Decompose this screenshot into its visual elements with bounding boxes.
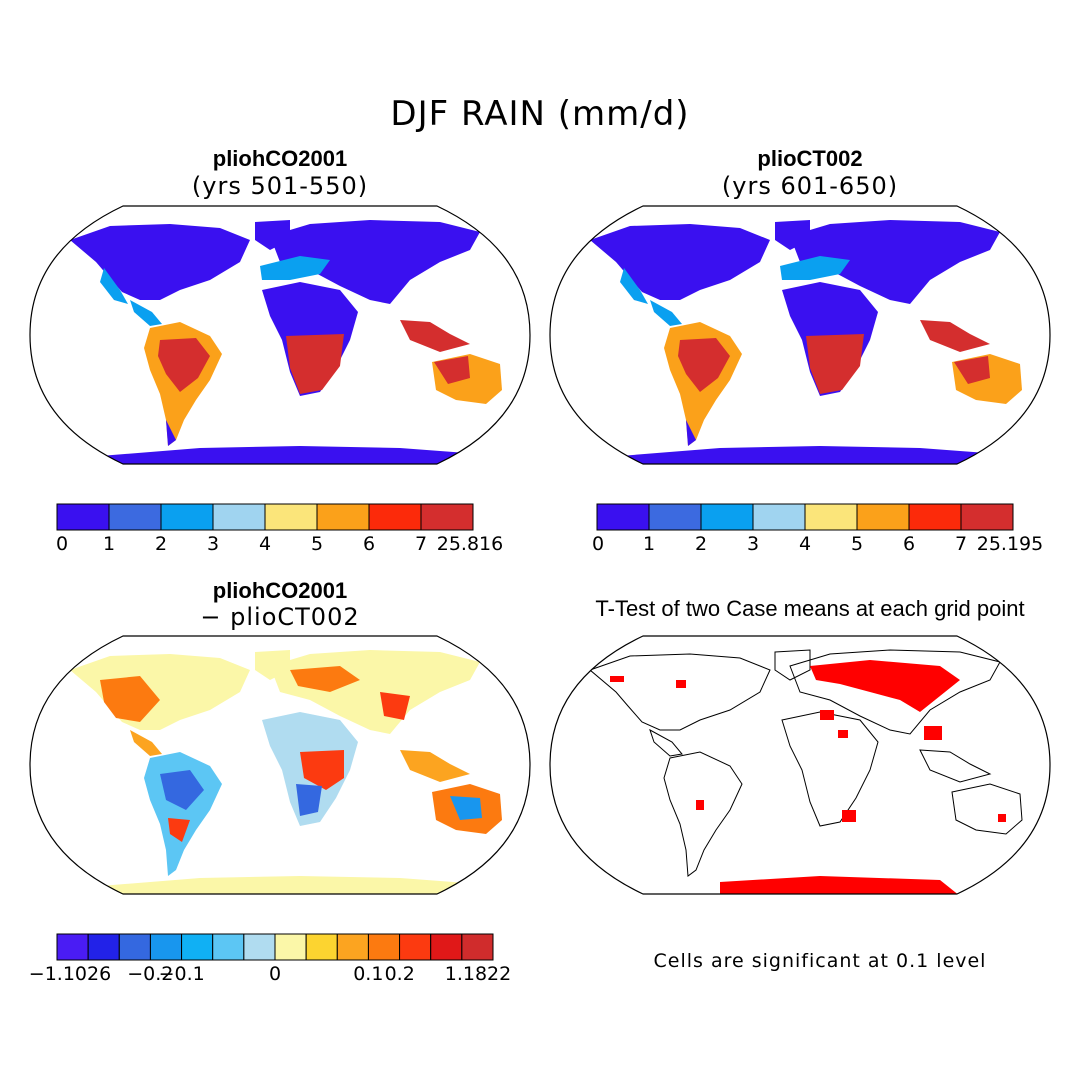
- colorbar-2-tick-label: 25.195: [977, 533, 1043, 555]
- colorbar-1-swatch: [368, 503, 422, 531]
- colorbar-1-tick-label: 7: [415, 533, 427, 555]
- colorbar-2-swatch: [908, 503, 962, 531]
- panel2-subtitle: (yrs 601-650): [721, 172, 899, 200]
- colorbar-1-swatch: [420, 503, 474, 531]
- panel2-title: plioCT002: [757, 146, 863, 171]
- map-panel-3: [70, 650, 502, 894]
- colorbar-2-swatch: [648, 503, 702, 531]
- colorbar-2-swatch: [804, 503, 858, 531]
- colorbar-2-swatch: [700, 503, 754, 531]
- map-panel-2: [590, 220, 1022, 464]
- colorbar-panel-1: 0 1 2 3 4 5 6 7 25.816: [56, 503, 503, 555]
- colorbar-3-swatch: [56, 933, 89, 961]
- colorbar-2-tick-label: 4: [799, 533, 811, 555]
- panel1-title: pliohCO2001: [212, 146, 348, 171]
- colorbar-2-tick-label: 5: [851, 533, 863, 555]
- panel3-title: pliohCO2001: [212, 578, 348, 603]
- colorbar-2-swatch: [960, 503, 1014, 531]
- colorbar-3-swatch: [305, 933, 338, 961]
- colorbar-1-tick-label: 6: [363, 533, 375, 555]
- colorbar-3-tick-label: −1.1026: [29, 963, 111, 985]
- map-frame-3: [29, 635, 531, 895]
- colorbar-3-swatch: [430, 933, 463, 961]
- colorbar-1-tick-label: 0: [56, 533, 68, 555]
- colorbar-2-tick-label: 3: [747, 533, 759, 555]
- colorbar-3-swatch: [367, 933, 401, 961]
- colorbar-1-tick-label: 5: [311, 533, 323, 555]
- map-panel-4: [589, 649, 1023, 894]
- map-panel-1: [70, 220, 502, 464]
- figure-title: DJF RAIN (mm/d): [390, 94, 690, 134]
- colorbar-1-tick-label: 1: [103, 533, 115, 555]
- colorbar-3-tick-label: −0.1: [159, 963, 205, 985]
- significance-note: Cells are significant at 0.1 level: [653, 950, 987, 972]
- colorbar-2-tick-label: 1: [643, 533, 655, 555]
- colorbar-1-tick-label: 25.816: [437, 533, 503, 555]
- colorbar-1-swatch: [316, 503, 370, 531]
- colorbar-1-swatch: [212, 503, 266, 531]
- colorbar-1-tick-label: 3: [207, 533, 219, 555]
- colorbar-3-swatch: [181, 933, 214, 961]
- map-frame-2: [549, 205, 1051, 465]
- colorbar-3-swatch: [399, 933, 432, 961]
- map-frame-4: [549, 635, 1051, 895]
- colorbar-2-tick-label: 6: [903, 533, 915, 555]
- panel4-title: T-Test of two Case means at each grid po…: [595, 596, 1025, 621]
- colorbar-1-swatch: [264, 503, 318, 531]
- colorbar-3-swatch: [149, 933, 183, 961]
- colorbar-1-tick-label: 2: [155, 533, 167, 555]
- map-frame-1: [29, 205, 531, 465]
- colorbar-3-swatch: [212, 933, 245, 961]
- colorbar-1-tick-label: 4: [259, 533, 271, 555]
- colorbar-2-tick-label: 7: [955, 533, 967, 555]
- colorbar-3-swatch: [274, 933, 307, 961]
- panel1-subtitle: (yrs 501-550): [191, 172, 369, 200]
- colorbar-2-swatch: [596, 503, 650, 531]
- colorbar-3-tick-label: 0: [269, 963, 281, 985]
- colorbar-2-tick-label: 2: [695, 533, 707, 555]
- colorbar-3-tick-label: 1.1822: [445, 963, 511, 985]
- panel3-subtitle: − plioCT002: [200, 603, 360, 631]
- colorbar-2-swatch: [752, 503, 806, 531]
- colorbar-3-tick-label: 0.1: [353, 963, 383, 985]
- colorbar-3-swatch: [243, 933, 276, 961]
- colorbar-3-tick-label: 0.2: [385, 963, 415, 985]
- colorbar-2-tick-label: 0: [592, 533, 604, 555]
- colorbar-3-swatch: [461, 933, 494, 961]
- colorbar-1-swatch: [108, 503, 162, 531]
- colorbar-panel-3: −1.1026 −0.2−0.1 0 0.1 0.2 1.1822: [29, 933, 511, 985]
- colorbar-1-swatch: [56, 503, 110, 531]
- colorbar-1-swatch: [160, 503, 214, 531]
- colorbar-3-swatch: [118, 933, 151, 961]
- colorbar-2-swatch: [856, 503, 910, 531]
- colorbar-3-swatch: [87, 933, 120, 961]
- colorbar-3-swatch: [336, 933, 369, 961]
- colorbar-3-tick-label: −0.2: [127, 963, 173, 985]
- colorbar-panel-2: 0 1 2 3 4 5 6 7 25.195: [592, 503, 1043, 555]
